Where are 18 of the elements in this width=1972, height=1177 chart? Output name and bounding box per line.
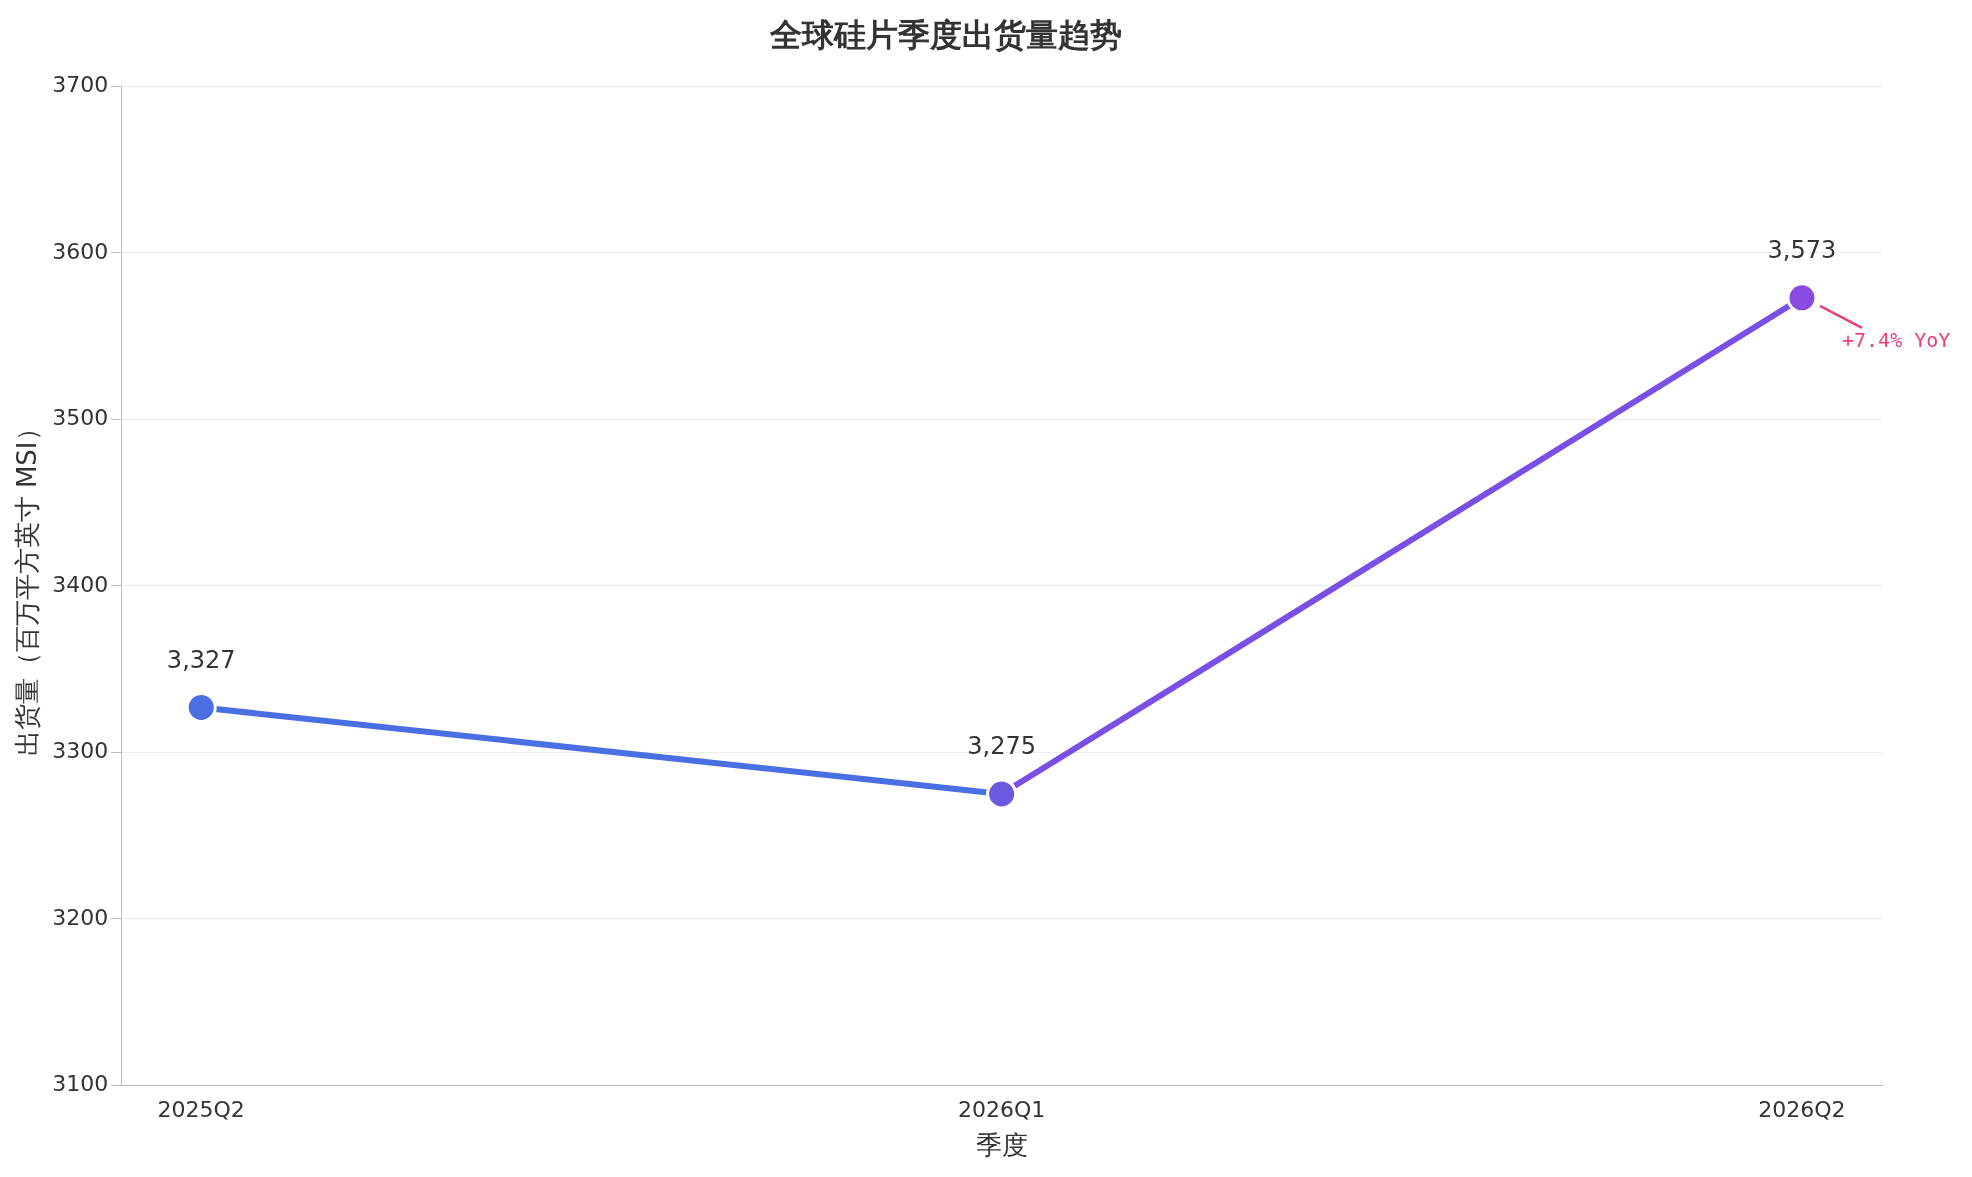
y-tick-label: 3400: [52, 571, 109, 597]
data-label: 3,327: [166, 645, 236, 674]
data-label: 3,573: [1767, 236, 1837, 265]
x-axis-title: 季度: [975, 1130, 1028, 1161]
chart-title: 全球硅片季度出货量趋势: [769, 15, 1122, 54]
y-tick-label: 3300: [52, 738, 109, 764]
data-label: 3,275: [967, 732, 1036, 761]
annotation: +7.4% YoY: [1841, 328, 1951, 353]
y-tick-label: 3600: [52, 238, 109, 264]
y-axis-title: 出货量（百万平方英寸 MSI）: [12, 415, 43, 757]
y-tick-label: 3700: [52, 72, 109, 98]
y-tick-label: 3200: [52, 904, 109, 930]
x-tick-label: 2026Q2: [1758, 1097, 1846, 1123]
point: [1786, 282, 1818, 314]
y-tick-label: 3100: [52, 1071, 109, 1097]
y-tick-label: 3500: [52, 405, 109, 431]
x-tick-label: 2026Q1: [957, 1097, 1046, 1123]
x-tick-label: 2025Q2: [157, 1097, 245, 1123]
